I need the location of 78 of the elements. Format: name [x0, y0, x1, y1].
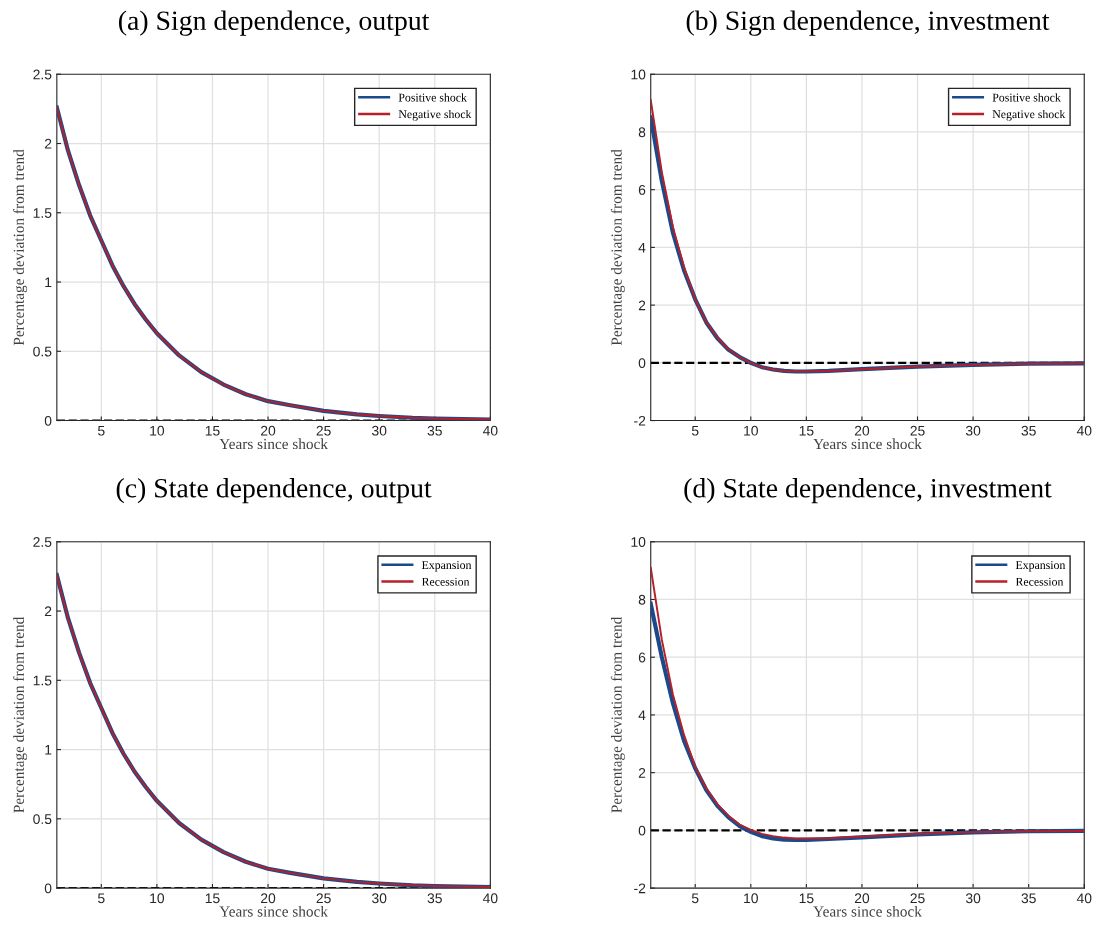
- x-axis-title: Years since shock: [813, 905, 922, 917]
- x-tick-label: 10: [744, 893, 758, 904]
- y-tick-label: -2: [634, 883, 646, 894]
- chart-title: (a) Sign dependence, output: [118, 10, 430, 36]
- chart-title: (c) State dependence, output: [116, 478, 432, 504]
- x-axis-title: Years since shock: [219, 905, 328, 917]
- y-tick-label: 8: [638, 594, 646, 605]
- y-tick-label: -2: [634, 415, 646, 426]
- x-tick-label: 40: [1076, 425, 1092, 436]
- y-axis-title: Percentage deviation from trend: [610, 616, 625, 813]
- legend-label: Recession: [1015, 577, 1064, 586]
- y-tick-label: 0: [44, 415, 52, 426]
- x-tick-label: 10: [150, 893, 165, 904]
- x-tick-label: 30: [372, 425, 387, 436]
- x-tick-label: 30: [965, 893, 981, 904]
- x-tick-label: 20: [854, 893, 870, 904]
- x-tick-label: 20: [261, 425, 276, 436]
- x-tick-label: 20: [854, 425, 870, 436]
- legend-label: Negative shock: [992, 109, 1066, 121]
- y-tick-label: 10: [631, 537, 646, 547]
- chart-title: (d) State dependence, investment: [684, 478, 1052, 504]
- y-tick-label: 1.5: [33, 208, 52, 218]
- y-tick-label: 2.5: [33, 537, 52, 547]
- x-tick-label: 5: [691, 893, 699, 904]
- legend-label: Recession: [421, 577, 470, 586]
- x-tick-label: 10: [150, 425, 165, 436]
- legend-label: Positive shock: [992, 93, 1061, 102]
- x-axis-title: Years since shock: [813, 438, 922, 450]
- y-tick-label: 6: [638, 185, 646, 195]
- y-tick-label: 2: [638, 767, 646, 778]
- x-tick-label: 35: [427, 425, 442, 436]
- x-tick-label: 40: [1076, 893, 1092, 904]
- x-tick-label: 25: [910, 425, 925, 436]
- y-tick-label: 2: [44, 138, 52, 149]
- y-axis-title: Percentage deviation from trend: [13, 616, 28, 813]
- x-tick-label: 5: [97, 893, 105, 904]
- x-tick-label: 10: [744, 425, 758, 436]
- y-tick-label: 6: [638, 652, 646, 663]
- y-tick-label: 10: [631, 69, 646, 80]
- chart-title: (b) Sign dependence, investment: [686, 10, 1050, 36]
- y-tick-label: 8: [638, 127, 646, 138]
- x-tick-label: 25: [910, 893, 925, 904]
- x-tick-label: 40: [482, 425, 498, 436]
- x-tick-label: 40: [482, 893, 498, 904]
- legend-label: Expansion: [421, 561, 472, 572]
- y-tick-label: 2: [638, 300, 646, 311]
- x-tick-label: 15: [799, 425, 814, 436]
- y-axis-title: Percentage deviation from trend: [610, 149, 625, 346]
- y-tick-label: 0.5: [33, 346, 52, 357]
- x-tick-label: 35: [427, 893, 442, 904]
- x-tick-label: 15: [799, 893, 814, 904]
- y-tick-label: 1: [45, 745, 52, 755]
- x-tick-label: 15: [205, 425, 220, 436]
- x-tick-label: 20: [261, 893, 276, 904]
- y-tick-label: 0.5: [33, 814, 52, 824]
- y-tick-label: 0: [638, 825, 646, 836]
- x-axis-title: Years since shock: [219, 438, 328, 450]
- legend-label: Negative shock: [398, 109, 472, 121]
- x-tick-label: 35: [1021, 425, 1036, 436]
- y-tick-label: 2: [44, 606, 52, 617]
- y-tick-label: 4: [638, 710, 646, 720]
- legend-label: Expansion: [1015, 561, 1066, 572]
- x-tick-label: 15: [205, 893, 220, 904]
- x-tick-label: 25: [316, 893, 331, 904]
- y-tick-label: 0: [44, 883, 52, 894]
- legend-label: Positive shock: [398, 93, 467, 102]
- x-tick-label: 30: [372, 893, 387, 904]
- x-tick-label: 30: [965, 425, 981, 436]
- y-tick-label: 1: [45, 277, 52, 288]
- x-tick-label: 5: [97, 425, 105, 436]
- y-tick-label: 1.5: [33, 675, 52, 686]
- y-tick-label: 4: [638, 242, 646, 253]
- y-tick-label: 0: [638, 358, 646, 369]
- x-tick-label: 35: [1021, 893, 1036, 904]
- y-tick-label: 2.5: [33, 69, 52, 80]
- x-tick-label: 5: [691, 425, 699, 436]
- y-axis-title: Percentage deviation from trend: [13, 149, 28, 346]
- x-tick-label: 25: [316, 425, 331, 436]
